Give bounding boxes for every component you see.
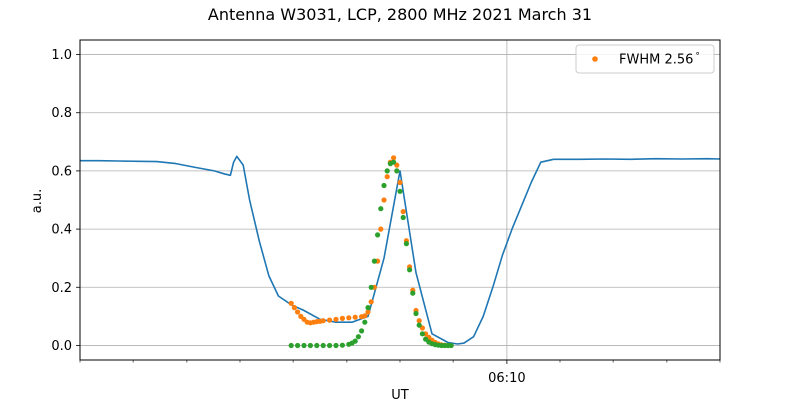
series-2-point [407, 267, 413, 273]
series-2-point [378, 206, 384, 212]
series-1-point [346, 315, 352, 321]
series-2-point [355, 334, 361, 340]
series-1-point [333, 316, 339, 322]
series-2-point [410, 290, 416, 296]
series-2-point [371, 258, 377, 264]
series-2-point [391, 159, 397, 165]
series-2-point [416, 322, 422, 328]
series-2-point [327, 342, 333, 349]
legend-label-degree: ° [695, 52, 700, 62]
series-1-point [397, 179, 403, 186]
chart-title: Antenna W3031, LCP, 2800 MHz 2021 March … [208, 5, 592, 24]
series-2-point [368, 284, 374, 290]
series-2-point [419, 331, 425, 337]
series-2-point [352, 338, 358, 344]
y-tick-label: 0.4 [51, 223, 72, 238]
series-1-point [416, 318, 422, 324]
y-tick-label: 0.6 [51, 164, 72, 179]
grid-lines [80, 40, 720, 360]
series-2-point [403, 241, 409, 247]
series-2-point [384, 168, 390, 174]
series-2-point [339, 342, 345, 348]
series-2-point [375, 232, 381, 238]
series-1-point [391, 155, 397, 161]
y-tick-label: 0.2 [51, 281, 72, 296]
legend-label: FWHM 2.56 ° [619, 52, 700, 68]
legend-label-text: FWHM 2.56 [619, 53, 693, 68]
series-1-point [295, 309, 301, 315]
series-1-point [378, 226, 384, 232]
y-tick-label: 0.8 [51, 106, 72, 121]
series-1-point [368, 299, 374, 305]
legend: FWHM 2.56 ° [575, 44, 715, 74]
series-1-point [384, 174, 390, 180]
axis-ticks: 0.0 0.2 0.4 0.6 0.8 1.0 06:10 [51, 48, 721, 386]
y-axis-label: a.u. [30, 189, 45, 213]
y-tick-label: 1.0 [51, 48, 72, 63]
series-2-point [359, 328, 365, 334]
series-1-point [291, 305, 297, 311]
series-layer [80, 155, 721, 349]
series-2-point [413, 310, 419, 317]
x-tick-label: 06:10 [488, 371, 525, 386]
series-1-point [352, 314, 358, 320]
series-2-point [365, 305, 371, 311]
series-2-point [400, 214, 406, 221]
series-1-point [288, 300, 294, 306]
x-axis-label: UT [391, 388, 409, 400]
series-2-point [314, 342, 320, 349]
plot-frame [79, 39, 721, 361]
series-1-point [381, 197, 387, 203]
series-2-point [288, 342, 294, 349]
series-2-point [362, 319, 368, 325]
series-2-point [295, 342, 301, 349]
series-2-point [397, 188, 403, 194]
series-2-point [307, 342, 313, 349]
series-2-point [394, 168, 400, 174]
legend-box [575, 44, 715, 74]
legend-marker [592, 56, 598, 62]
series-2-point [333, 342, 339, 349]
series-2-point [320, 342, 326, 349]
series-2-point [448, 342, 454, 349]
series-1-point [365, 309, 371, 315]
series-1-point [327, 317, 333, 323]
series-1-point [320, 318, 326, 324]
series-1-point [400, 209, 406, 215]
series-1-point [362, 313, 368, 319]
y-tick-label: 0.0 [51, 339, 72, 354]
series-1-point [339, 315, 345, 321]
series-2-point [301, 342, 307, 349]
series-2-point [381, 182, 387, 189]
